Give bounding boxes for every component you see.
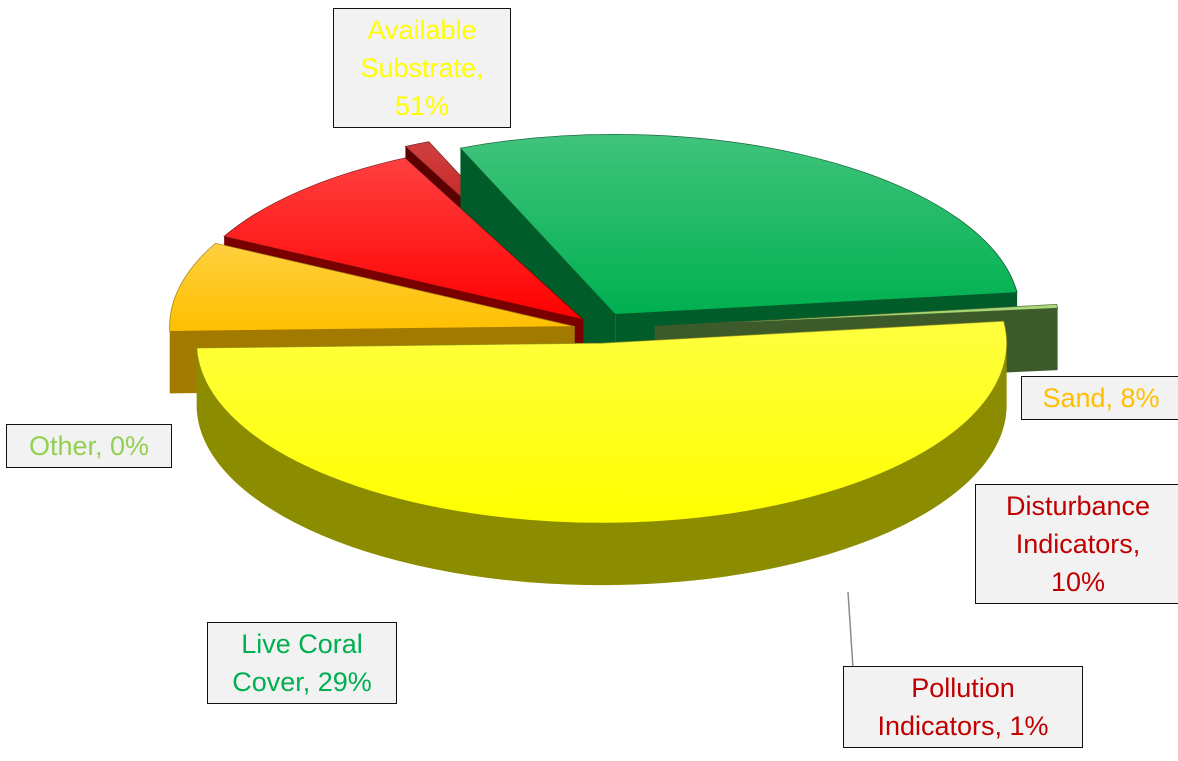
slice-other-shine [654,304,1058,327]
slice-disturbance-indicators-shine [224,158,584,320]
slice-available-substrate-shine [196,321,1007,524]
label-live-coral-cover: Live Coral Cover, 29% [207,622,397,704]
slice-sand-shine [169,243,575,332]
slice-available-substrate-rim [196,343,1007,586]
label-pollution-indicators: Pollution Indicators, 1% [843,666,1083,748]
label-available-substrate: Available Substrate, 51% [333,8,511,128]
label-disturbance-indicators: Disturbance Indicators, 10% [975,484,1178,604]
pollution-leader-line [847,591,854,669]
label-sand: Sand, 8% [1021,376,1178,420]
label-other: Other, 0% [6,424,172,468]
slice-live-coral-cover-shine [460,134,1018,315]
pie-slices [169,134,1059,586]
